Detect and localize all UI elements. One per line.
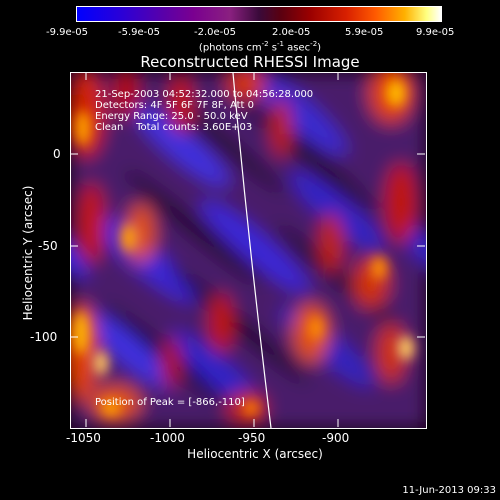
colorbar-tick: 2.0e-05 (272, 27, 311, 38)
detectors-label: Detectors: 4F 5F 6F 7F 8F, Att 0 (95, 100, 255, 111)
colorbar-tick: 9.9e-05 (416, 27, 455, 38)
render-timestamp: 11-Jun-2013 09:33 (402, 485, 496, 496)
x-axis-label: Heliocentric X (arcsec) (187, 447, 323, 461)
colorbar-tick: -5.9e-05 (118, 27, 160, 38)
y-tick-label: -50 (38, 239, 58, 253)
x-tick-label: -950 (238, 431, 266, 445)
x-tick-label: -900 (322, 431, 350, 445)
colorbar-unit: (photons cm-2 s-1 asec-2) (198, 40, 322, 54)
colorbar-tick: -2.0e-05 (194, 27, 236, 38)
x-tick-label: -1050 (66, 431, 101, 445)
obs-time-range: 21-Sep-2003 04:52:32.000 to 04:56:28.000 (95, 89, 314, 100)
rhessi-image-plot (70, 72, 427, 429)
image-title: Reconstructed RHESSI Image (140, 53, 360, 71)
rhessi-image (71, 73, 426, 428)
clean-counts-label: Clean Total counts: 3.60E+03 (95, 122, 253, 133)
colorbar-tick: 5.9e-05 (345, 27, 384, 38)
colorbar-tick: -9.9e-05 (46, 27, 88, 38)
y-tick-label: -100 (30, 330, 58, 344)
y-axis-label: Heliocentric Y (arcsec) (21, 185, 35, 321)
peak-position-label: Position of Peak = [-866,-110] (95, 397, 245, 408)
y-tick-label: 0 (53, 147, 61, 161)
solar-limb-line (232, 73, 272, 428)
x-tick-label: -1000 (150, 431, 185, 445)
colorbar (76, 6, 442, 22)
energy-range-label: Energy Range: 25.0 - 50.0 keV (95, 111, 248, 122)
